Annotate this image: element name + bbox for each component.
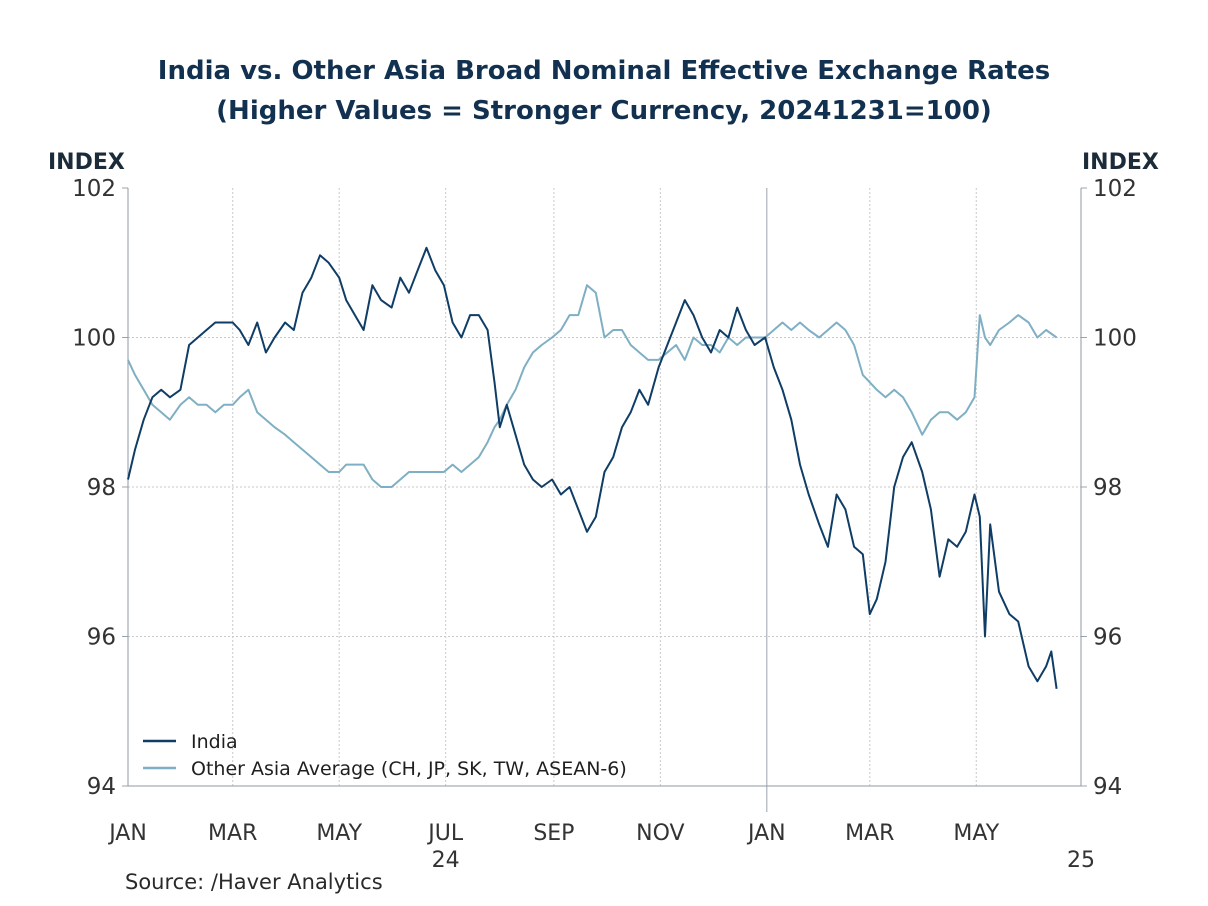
y-tick-label-right: 100	[1093, 326, 1137, 352]
y-tick-label-right: 96	[1093, 625, 1122, 651]
y-tick-label-left: 98	[87, 475, 116, 501]
chart-title: India vs. Other Asia Broad Nominal Effec…	[157, 56, 1051, 86]
x-tick-label: SEP	[533, 821, 574, 846]
x-tick-label: JAN	[746, 821, 786, 846]
legend: India Other Asia Average (CH, JP, SK, TW,…	[143, 731, 627, 780]
y-tick-label-left: 96	[87, 625, 116, 651]
legend-label: India	[191, 731, 238, 753]
y-tick-label-right: 98	[1093, 475, 1122, 501]
legend-label: Other Asia Average (CH, JP, SK, TW, ASEA…	[191, 758, 627, 780]
x-year-label: 24	[432, 848, 460, 873]
series-line-other-asia	[127, 284, 1058, 488]
x-tick-label: JAN	[107, 821, 147, 846]
series-lines	[127, 246, 1058, 689]
y-tick-label-left: 102	[72, 176, 116, 202]
x-tick-label: MAY	[953, 821, 999, 846]
x-tick-label: MAR	[845, 821, 894, 846]
source-note: Source: /Haver Analytics	[125, 870, 383, 894]
y-tick-label-left: 100	[72, 326, 116, 352]
right-axis-unit-label: INDEX	[1082, 150, 1159, 175]
x-tick-label: JUL	[426, 821, 464, 846]
y-tick-label-right: 102	[1093, 176, 1137, 202]
y-tick-label-right: 94	[1093, 774, 1122, 800]
left-axis-unit-label: INDEX	[48, 150, 125, 175]
gridlines	[127, 188, 1081, 786]
chart-subtitle: (Higher Values = Stronger Currency, 2024…	[216, 96, 992, 126]
series-line-india	[127, 246, 1058, 689]
x-year-label: 25	[1067, 848, 1095, 873]
x-tick-label: MAY	[316, 821, 362, 846]
y-tick-label-left: 94	[87, 774, 116, 800]
x-tick-label: NOV	[636, 821, 684, 846]
axes: 94 94 96 96 98 98 100 100 102 102 JAN MAR MAY JUL SEP N…	[72, 176, 1137, 873]
x-tick-label: MAR	[208, 821, 257, 846]
